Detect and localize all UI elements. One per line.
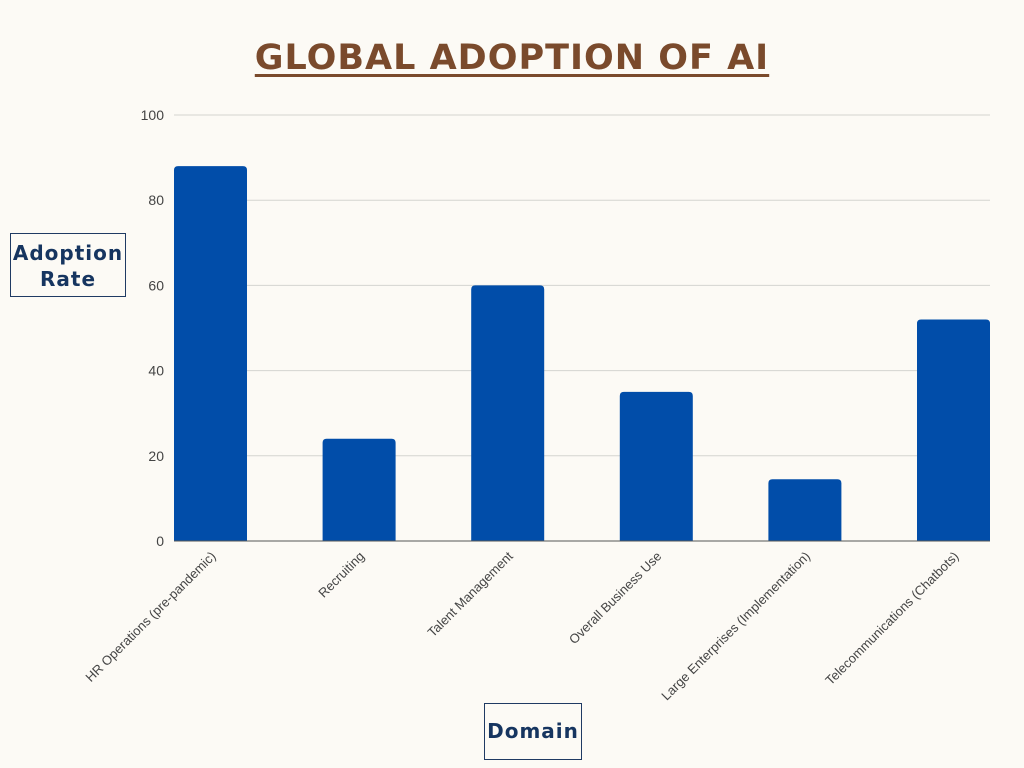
bar (322, 438, 396, 541)
x-tick-label: Talent Management (424, 548, 516, 640)
bar (471, 285, 545, 541)
bars (174, 166, 990, 541)
x-tick-label: Recruiting (315, 549, 367, 601)
y-tick-label: 100 (141, 107, 165, 123)
y-axis-label: Adoption Rate (10, 233, 126, 297)
x-tick-label: Overall Business Use (566, 549, 664, 647)
grid-lines (174, 114, 990, 457)
chart-title: GLOBAL ADOPTION OF AI (0, 38, 1024, 78)
x-tick-label: Large Enterprises (Implementation) (658, 549, 813, 704)
bar (174, 166, 247, 541)
x-tick-labels: HR Operations (pre-pandemic) Recruiting Ta… (82, 548, 961, 703)
y-tick-label: 60 (148, 277, 164, 293)
y-tick-label: 20 (148, 448, 164, 464)
chart-title-text: GLOBAL ADOPTION OF AI (254, 38, 770, 78)
bar (768, 479, 842, 541)
bar (917, 319, 990, 541)
y-tick-label: 80 (148, 192, 164, 208)
bar (619, 391, 693, 541)
x-tick-label: HR Operations (pre-pandemic) (82, 549, 218, 685)
y-tick-labels: 0 20 40 60 80 100 (141, 107, 165, 549)
x-tick-label: Telecommunications (Chatbots) (822, 549, 961, 688)
y-tick-label: 40 (148, 363, 164, 379)
x-axis-label: Domain (484, 703, 582, 760)
y-tick-label: 0 (156, 533, 164, 549)
